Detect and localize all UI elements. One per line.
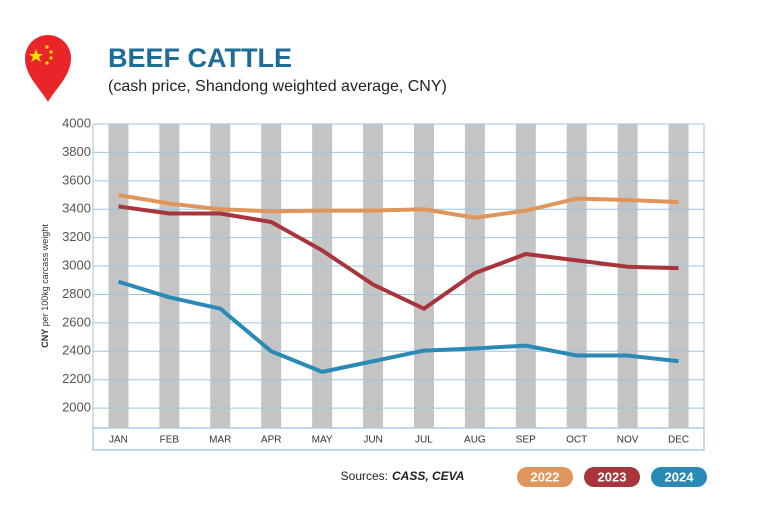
y-tick-label: 2600 — [62, 314, 91, 329]
flag-star — [45, 61, 49, 65]
x-tick-label: SEP — [516, 435, 536, 446]
china-pin — [25, 35, 71, 102]
chart-subtitle: (cash price, Shandong weighted average, … — [108, 78, 447, 95]
y-tick-label: 3200 — [62, 229, 91, 244]
flag-star — [45, 45, 49, 49]
flag-star — [49, 50, 53, 54]
column-stripe — [261, 124, 282, 428]
series-line — [118, 204, 679, 311]
column-stripe — [464, 124, 485, 428]
chart-title: BEEF CATTLE — [108, 43, 292, 73]
column-stripe — [312, 124, 333, 428]
legend-swatch — [517, 467, 573, 487]
column-stripe — [566, 124, 587, 428]
column-stripe — [108, 124, 129, 428]
legend-item: 2024 — [651, 467, 707, 487]
x-tick-label: NOV — [617, 435, 639, 446]
x-tick-label: AUG — [464, 435, 486, 446]
column-stripe — [668, 124, 689, 428]
x-tick-label: FEB — [160, 435, 180, 446]
source: CASS, CEVA — [392, 469, 464, 483]
y-tick-label: 3800 — [62, 144, 91, 159]
y-axis-label: CNY per 100kg carcass weight — [40, 224, 50, 348]
legend-item: 2022 — [517, 467, 573, 487]
y-axis-text: per 100kg carcass weight — [40, 224, 50, 327]
legend-label: 2022 — [531, 469, 560, 484]
x-axis-box — [92, 427, 705, 451]
column-stripe — [363, 124, 384, 428]
legend-swatch — [584, 467, 640, 487]
legend-item: 2023 — [584, 467, 640, 487]
legend-label: 2024 — [665, 469, 695, 484]
column-stripe — [617, 124, 638, 428]
column-stripe — [515, 124, 536, 428]
series-line — [117, 279, 679, 374]
x-tick-label: MAY — [312, 435, 333, 446]
x-tick-label: OCT — [566, 435, 587, 446]
x-tick-label: DEC — [668, 435, 689, 446]
y-tick-label: 2000 — [62, 400, 91, 415]
legend-swatch — [651, 467, 707, 487]
y-tick-label: 3600 — [62, 172, 91, 187]
source-label: Sources: — [341, 469, 388, 483]
series-line — [118, 193, 679, 220]
column-stripe — [210, 124, 231, 428]
x-tick-label: APR — [261, 435, 282, 446]
column-stripe — [159, 124, 180, 428]
x-tick-label: JUL — [415, 435, 433, 446]
y-tick-label: 2400 — [62, 343, 91, 358]
y-tick-label: 2200 — [62, 371, 91, 386]
y-tick-label: 2800 — [62, 286, 91, 301]
x-tick-label: JAN — [109, 435, 128, 446]
flag-star — [49, 56, 53, 60]
flag-star — [29, 49, 43, 62]
column-stripe — [413, 124, 434, 428]
x-tick-label: MAR — [209, 435, 231, 446]
legend-label: 2023 — [598, 469, 627, 484]
x-tick-label: JUN — [363, 435, 382, 446]
y-tick-label: 4000 — [62, 115, 91, 130]
pin-shape — [25, 35, 71, 102]
y-axis-unit: CNY — [40, 329, 50, 348]
y-tick-label: 3400 — [62, 201, 91, 216]
y-tick-label: 3000 — [62, 257, 91, 272]
